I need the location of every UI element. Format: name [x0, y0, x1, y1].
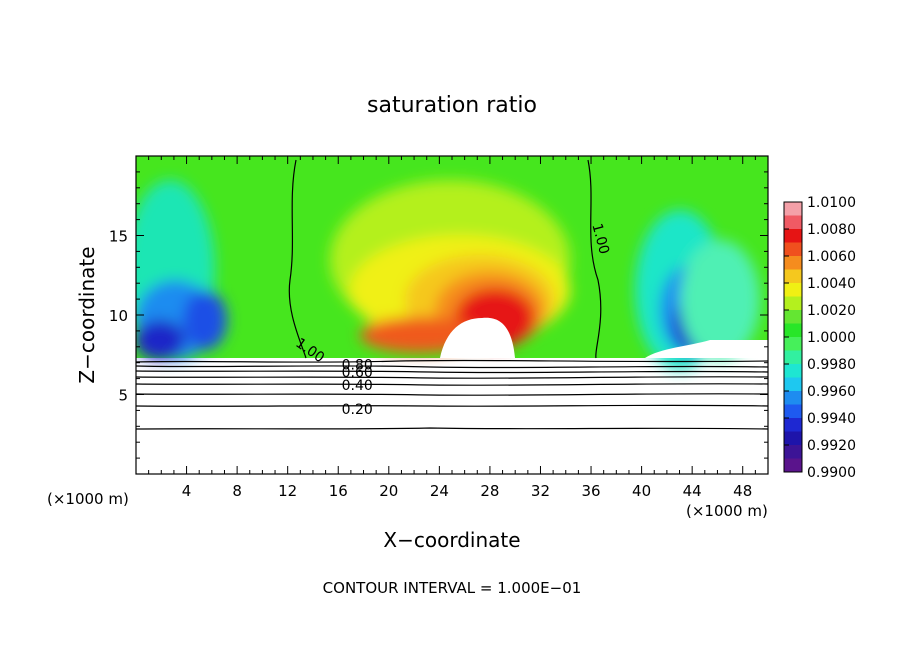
colorbar-segment — [784, 229, 802, 243]
x-tick-label: 12 — [278, 482, 297, 500]
colorbar-segment — [784, 283, 802, 297]
colorbar-segment — [784, 269, 802, 284]
x-axis-ticks: 4 8 12 16 20 24 28 32 36 40 44 48 — [148, 156, 756, 500]
colorbar-label: 1.0060 — [807, 249, 856, 265]
colorbar-segment — [784, 256, 802, 270]
colorbar-label: 0.9980 — [807, 357, 856, 373]
colorbar-segment — [784, 404, 802, 419]
x-tick-label: 32 — [531, 482, 550, 500]
colorbar-segment — [784, 391, 802, 405]
colorbar-segment — [784, 431, 802, 446]
contour-label: 0.20 — [342, 402, 373, 418]
contour-line-070 — [135, 365, 769, 369]
x-tick-label: 4 — [182, 482, 192, 500]
colorbar-segment — [784, 458, 802, 473]
y-axis-ticks: 5 10 15 — [109, 171, 768, 459]
contour-labels: 1.001.000.800.600.400.20 — [293, 222, 612, 418]
colorbar-segment — [784, 242, 802, 257]
contour-lines — [135, 159, 769, 430]
colorbar-segment — [784, 364, 802, 378]
y-tick-label: 5 — [118, 387, 128, 405]
colorbar-label: 1.0100 — [807, 195, 856, 211]
chart-title: saturation ratio — [367, 93, 537, 118]
x-unit-right: (×1000 m) — [686, 502, 768, 520]
contour-label: 0.60 — [342, 365, 373, 381]
x-tick-label: 16 — [329, 482, 348, 500]
contour-line-040 — [135, 383, 769, 386]
colorbar: 1.0100 1.0080 1.0060 1.0040 1.0020 1.0000 0.99… — [783, 195, 856, 481]
colorbar-segment — [784, 310, 802, 324]
contour-line-100-left — [288, 159, 307, 359]
colorbar-segment — [784, 296, 802, 311]
x-tick-label: 24 — [430, 482, 449, 500]
x-tick-label: 28 — [480, 482, 499, 500]
colorbar-label: 0.9920 — [807, 438, 856, 454]
colorbar-segment — [784, 215, 802, 230]
y-axis-label: Z−coordinate — [75, 246, 99, 383]
colorbar-segment — [784, 377, 802, 392]
contour-line-060 — [135, 370, 769, 374]
contour-line-100-right — [587, 159, 602, 359]
x-tick-label: 48 — [733, 482, 752, 500]
colorbar-segment — [784, 350, 802, 365]
contour-line-010 — [135, 427, 769, 430]
heatmap-field — [136, 156, 768, 370]
colorbar-label: 0.9900 — [807, 465, 856, 481]
colorbar-label: 0.9960 — [807, 384, 856, 400]
colorbar-segment — [784, 418, 802, 432]
x-axis-label: X−coordinate — [383, 528, 520, 552]
x-tick-label: 44 — [683, 482, 702, 500]
contour-line-050 — [135, 376, 769, 379]
colorbar-label: 1.0080 — [807, 222, 856, 238]
y-tick-label: 15 — [109, 228, 128, 246]
y-tick-label: 10 — [109, 307, 128, 325]
x-tick-label: 40 — [632, 482, 651, 500]
colorbar-segment — [784, 202, 802, 216]
colorbar-label: 1.0000 — [807, 330, 856, 346]
colorbar-segment — [784, 445, 802, 459]
colorbar-label: 1.0040 — [807, 276, 856, 292]
contour-label: 0.80 — [342, 357, 373, 373]
contour-label: 1.00 — [588, 222, 612, 256]
colorbar-label: 1.0020 — [807, 303, 856, 319]
x-tick-label: 36 — [581, 482, 600, 500]
colorbar-segment — [784, 323, 802, 338]
contour-label: 0.40 — [342, 378, 373, 394]
x-tick-label: 8 — [232, 482, 242, 500]
contour-line-030 — [135, 393, 769, 396]
contour-interval-footer: CONTOUR INTERVAL = 1.000E−01 — [323, 579, 582, 597]
colorbar-segment — [784, 337, 802, 351]
x-unit-left: (×1000 m) — [47, 490, 129, 508]
contour-line-080 — [135, 359, 769, 363]
x-tick-label: 20 — [379, 482, 398, 500]
contour-line-020 — [135, 404, 769, 407]
colorbar-label: 0.9940 — [807, 411, 856, 427]
